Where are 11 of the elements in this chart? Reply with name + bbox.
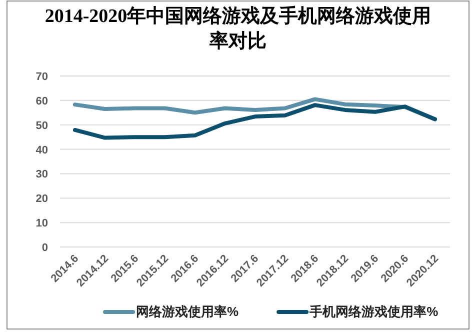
ytick: 10 <box>36 218 48 230</box>
legend-label: 网络游戏使用率% <box>136 304 239 319</box>
ytick: 60 <box>36 95 48 108</box>
ytick: 0 <box>42 242 48 254</box>
legend-label: 手机网络游戏使用率% <box>310 304 438 319</box>
ytick: 50 <box>36 120 48 132</box>
ytick: 30 <box>36 168 48 181</box>
ytick: 40 <box>36 144 48 156</box>
ytick: 20 <box>36 193 48 206</box>
ytick: 70 <box>36 71 48 83</box>
title: 2014-2020年中国网络游戏及手机网络游戏使用率对比 <box>44 4 432 54</box>
